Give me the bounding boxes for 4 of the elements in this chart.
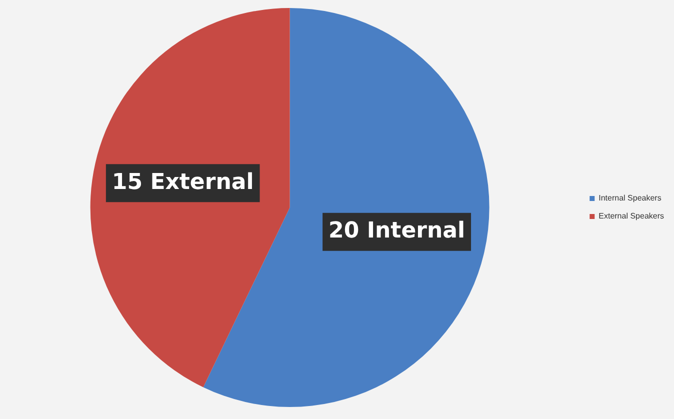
data-label: 15 External (112, 170, 254, 195)
legend-label: External Speakers (598, 212, 664, 221)
legend-label: Internal Speakers (598, 194, 662, 203)
data-label: 20 Internal (328, 218, 466, 244)
